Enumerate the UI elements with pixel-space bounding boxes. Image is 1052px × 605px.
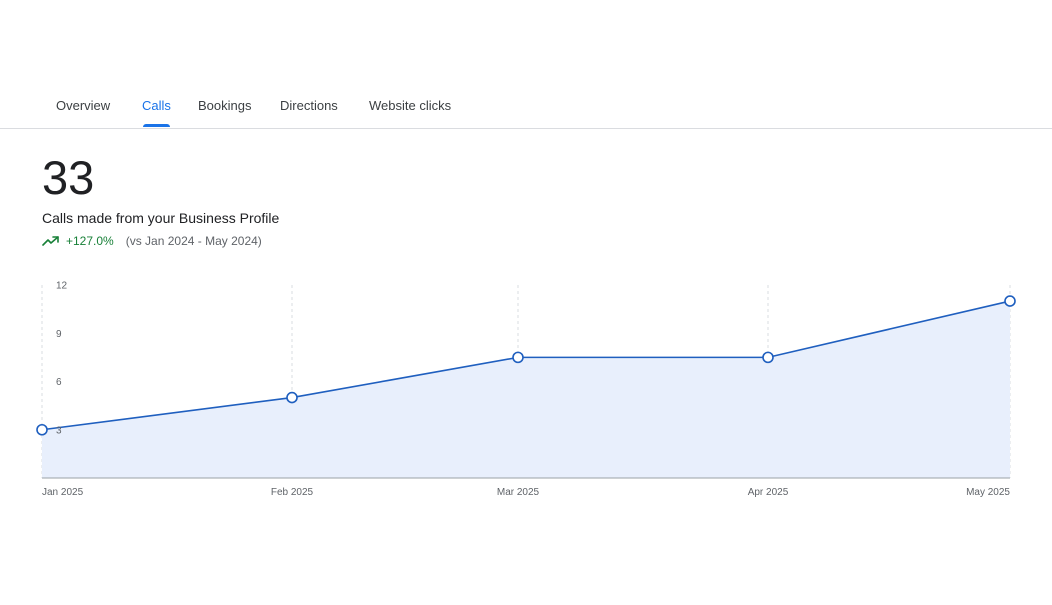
tab-label: Directions	[280, 98, 338, 113]
x-tick-label: Feb 2025	[271, 487, 314, 498]
tab-label: Calls	[142, 98, 171, 113]
data-point[interactable]	[36, 423, 48, 436]
chart-points	[36, 295, 1016, 436]
x-tick-label: Mar 2025	[497, 487, 540, 498]
x-axis: Jan 2025 Feb 2025 Mar 2025 Apr 2025 May 2025	[42, 487, 1010, 498]
chart-area-fill	[42, 301, 1010, 478]
y-tick-label: 9	[56, 329, 62, 340]
x-tick-label: Jan 2025	[42, 487, 84, 498]
trending-up-icon	[42, 236, 59, 246]
y-tick-label: 3	[56, 425, 62, 436]
metric-value: 33	[42, 151, 95, 204]
data-point[interactable]	[512, 351, 524, 364]
y-tick-label: 6	[56, 377, 62, 388]
trend-summary: +127.0% (vs Jan 2024 - May 2024)	[42, 233, 262, 249]
tab-calls[interactable]: Calls	[142, 88, 171, 127]
tab-label: Website clicks	[369, 98, 452, 113]
tab-bookings[interactable]: Bookings	[198, 88, 251, 127]
tab-overview[interactable]: Overview	[56, 88, 110, 127]
tab-label: Overview	[56, 98, 111, 113]
active-tab-indicator	[143, 124, 170, 127]
data-point[interactable]	[286, 391, 298, 404]
tab-bar: Overview Calls Bookings Directions Websi…	[0, 88, 1052, 129]
trend-percentage: +127.0%	[66, 234, 114, 248]
y-axis: 3 6 9 12	[56, 281, 68, 437]
x-tick-label: Apr 2025	[748, 487, 789, 498]
tab-website-clicks[interactable]: Website clicks	[369, 88, 451, 127]
data-point[interactable]	[762, 351, 774, 364]
data-point[interactable]	[1004, 295, 1016, 307]
x-tick-label: May 2025	[966, 487, 1010, 498]
calls-chart: 3 6 9 12 Jan 2025 Feb 2025 Mar 2025 Apr 2025 Ma…	[36, 281, 1016, 498]
y-tick-label: 12	[56, 281, 68, 292]
tab-directions[interactable]: Directions	[280, 88, 338, 127]
tab-label: Bookings	[198, 98, 252, 113]
metric-description: Calls made from your Business Profile	[42, 210, 280, 226]
trend-comparison: (vs Jan 2024 - May 2024)	[125, 234, 262, 248]
